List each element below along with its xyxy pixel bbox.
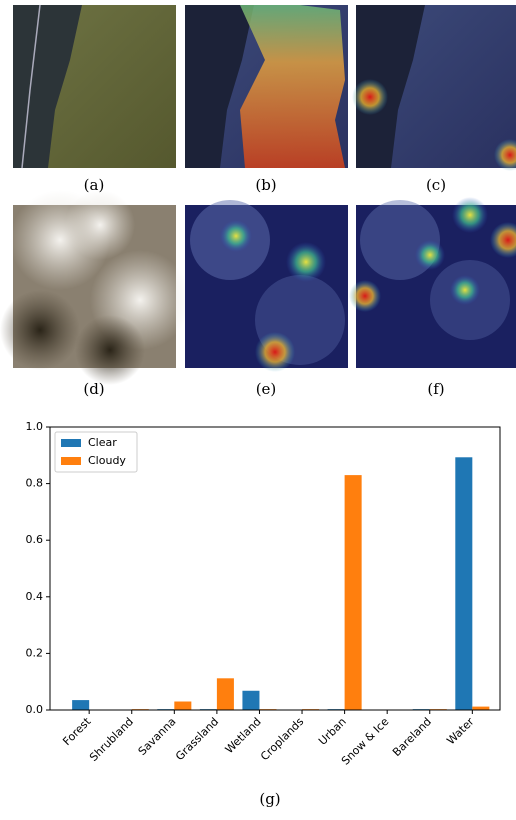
legend-swatch — [61, 457, 81, 465]
y-tick-label: 1.0 — [26, 420, 44, 433]
y-tick-label: 0.0 — [26, 703, 44, 716]
y-tick-label: 0.8 — [26, 477, 44, 490]
x-tick-label: Wetland — [223, 715, 264, 756]
image-d — [0, 190, 190, 385]
x-tick-label: Croplands — [258, 715, 306, 763]
panel-label: (b) — [255, 176, 276, 194]
image-b — [185, 5, 348, 168]
panel-label: (e) — [256, 380, 277, 398]
image-f — [349, 197, 516, 368]
x-tick-label: Forest — [60, 715, 94, 749]
y-tick-label: 0.2 — [26, 646, 44, 659]
x-tick-label: Water — [444, 715, 477, 748]
bar — [217, 678, 234, 710]
page: {"panels": ["(a)", "(b)", "(c)", "(d)", … — [0, 0, 516, 820]
panel-label: (d) — [83, 380, 104, 398]
panel-label: (f) — [427, 380, 444, 398]
x-tick-label: Bareland — [390, 715, 434, 759]
y-tick-label: 0.6 — [26, 533, 44, 546]
figure: (a) (b) (c) (d) (e) (f) (g) 0.0 0.2 0.4 0.6… — [0, 0, 516, 816]
x-tick-label: Urban — [316, 715, 349, 748]
y-tick-label: 0.4 — [26, 590, 44, 603]
image-a — [13, 5, 176, 168]
bar — [345, 475, 362, 710]
legend-label: Clear — [88, 436, 117, 449]
bar — [455, 457, 472, 710]
x-tick-label: Savanna — [136, 715, 179, 758]
image-e — [185, 200, 348, 372]
x-tick-label: Grassland — [173, 715, 221, 763]
x-tick-label: Shrubland — [87, 715, 136, 764]
image-c — [352, 5, 516, 171]
legend-swatch — [61, 439, 81, 447]
bar — [174, 702, 191, 710]
bar — [72, 700, 89, 710]
panel-label: (a) — [84, 176, 105, 194]
panel-label: (g) — [259, 790, 280, 808]
legend-label: Cloudy — [88, 454, 126, 467]
bar — [472, 707, 489, 710]
panel-label: (c) — [426, 176, 446, 194]
bar — [242, 691, 259, 710]
